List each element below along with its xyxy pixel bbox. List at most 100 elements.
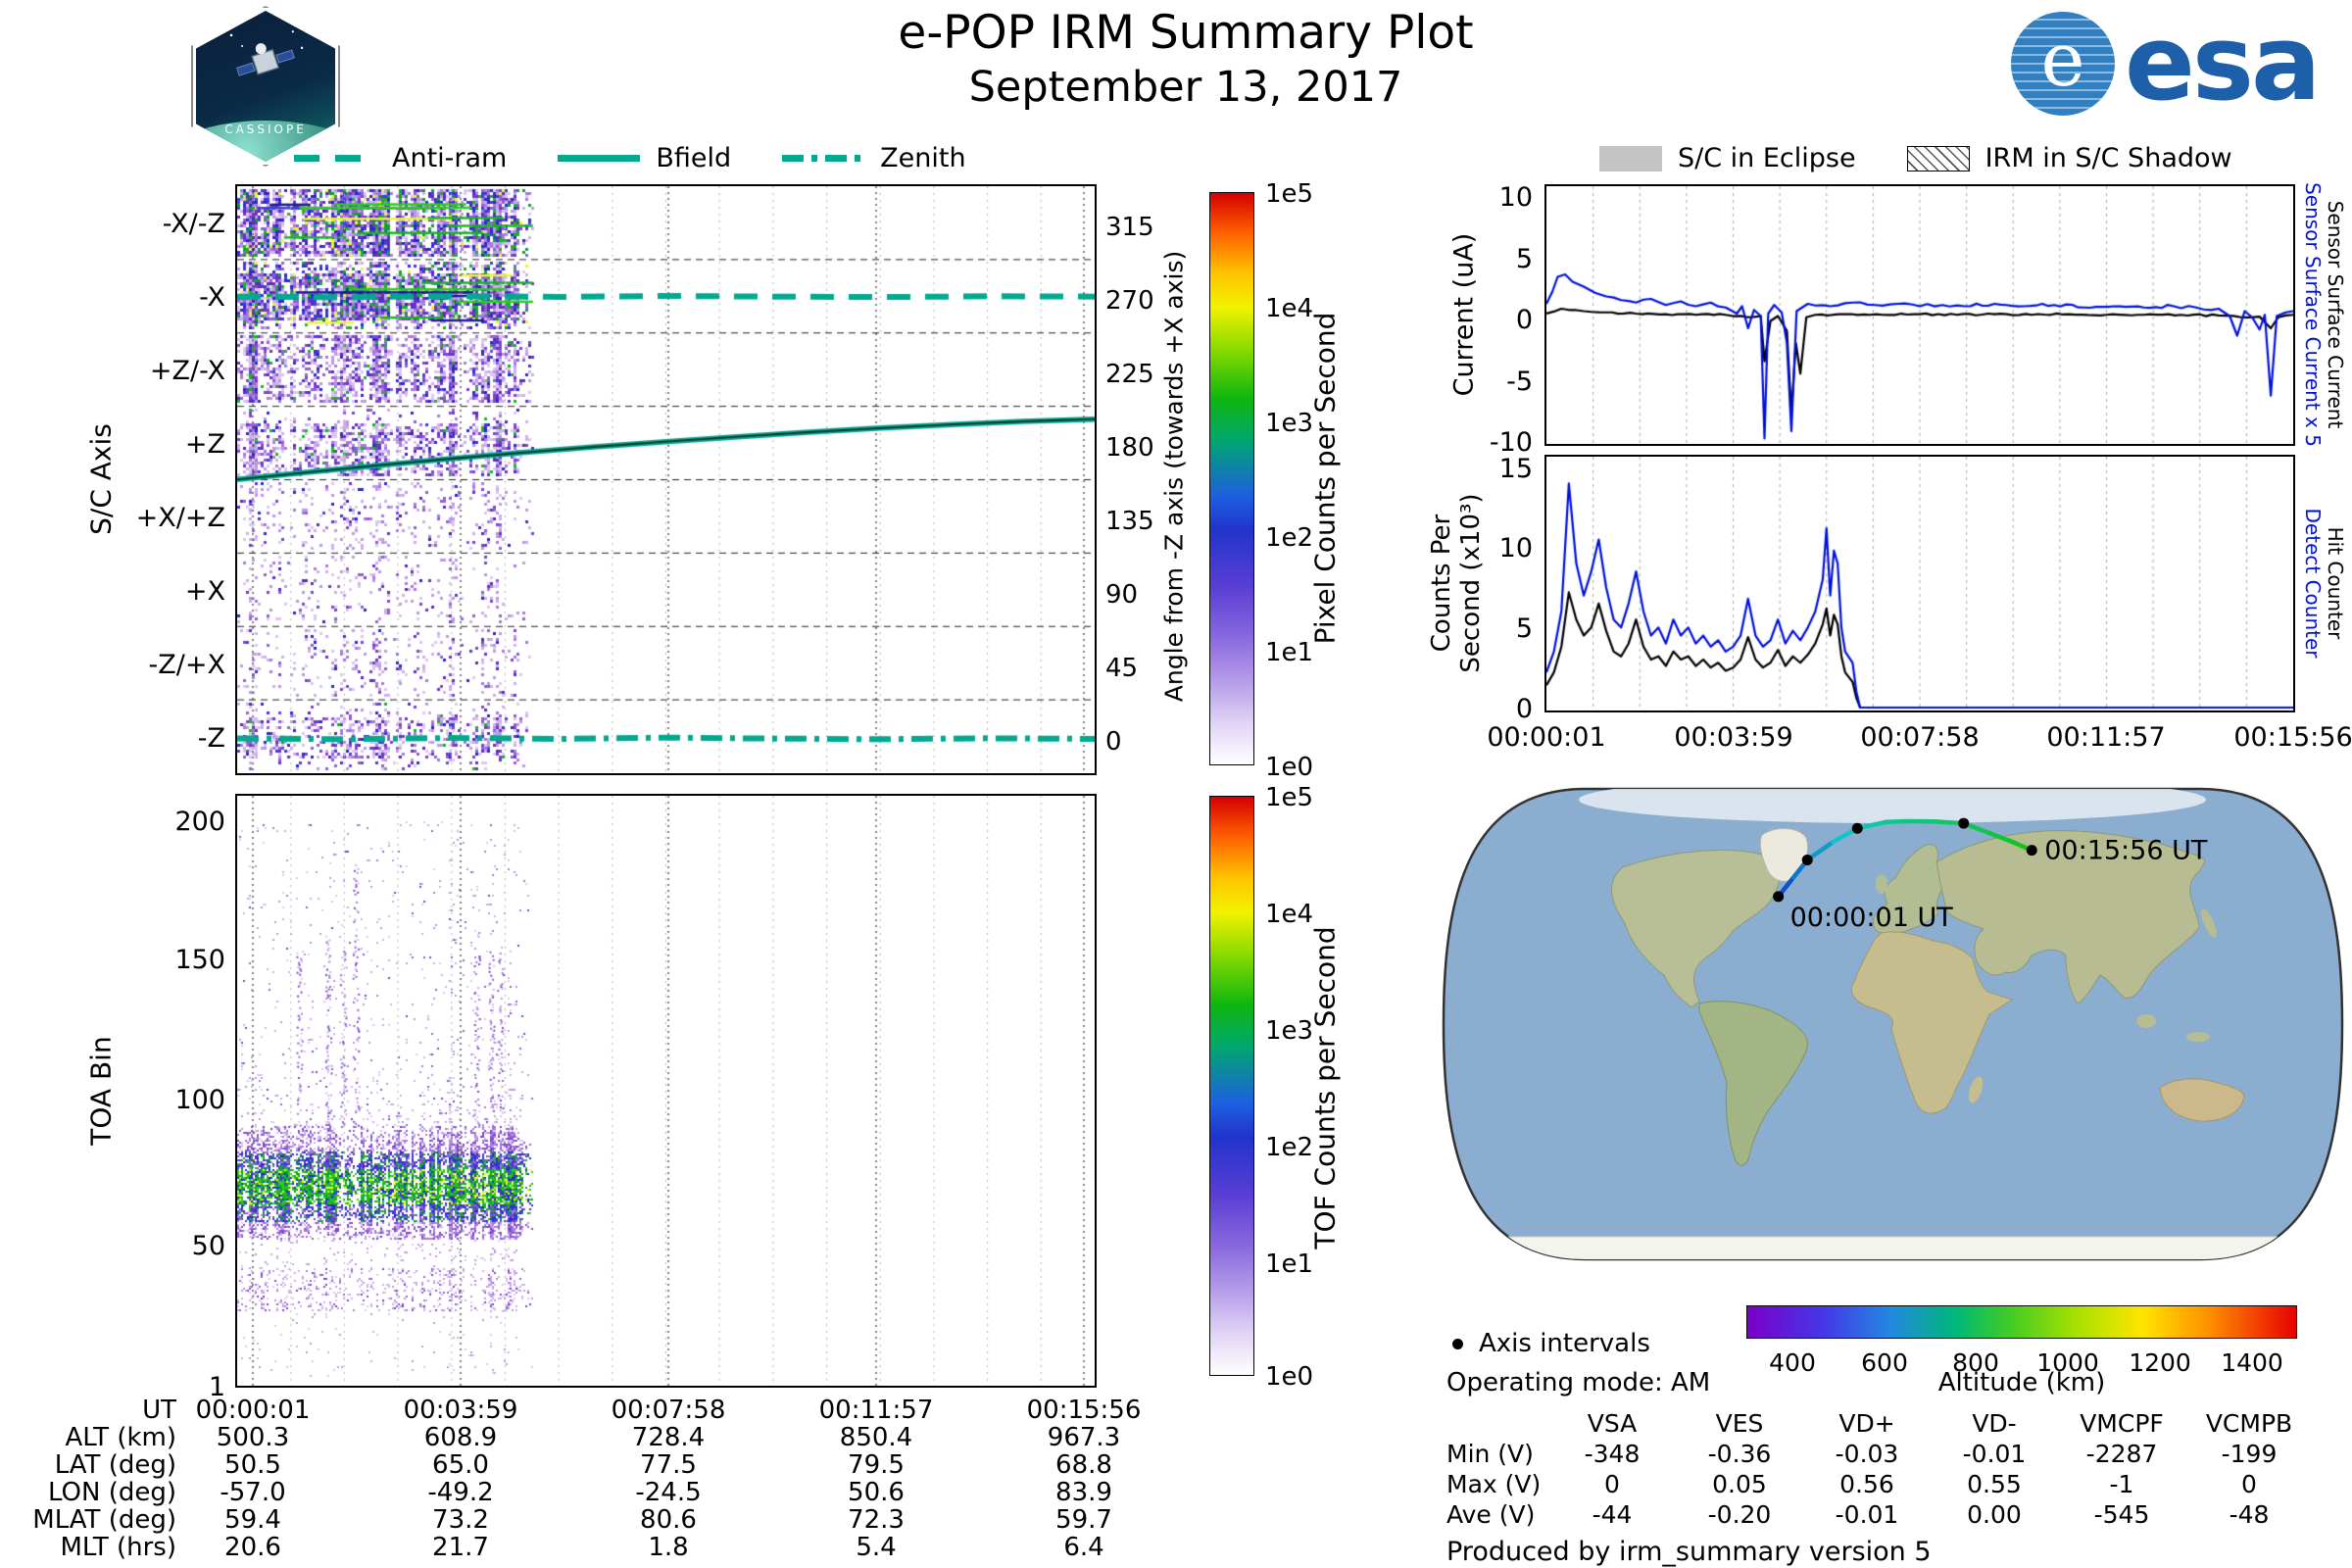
voltage-col-header: VSA [1587,1409,1638,1438]
voltage-value: 0.55 [1967,1470,2022,1498]
island-japan [2201,908,2217,938]
current-tick-label: 0 [1515,305,1533,335]
colorbar-tick-label: 1e3 [1265,409,1314,438]
voltage-value: -0.03 [1835,1440,1899,1468]
track-end-label: 00:15:56 UT [2044,836,2208,866]
ephemeris-value: 72.3 [848,1505,905,1535]
toa-tick-label: 100 [174,1085,225,1115]
ephemeris-row: MLT (hrs) 20.6 21.7 1.8 5.4 6.4 [0,1533,1245,1562]
island-newguinea [2186,1032,2210,1042]
ephemeris-value: 79.5 [848,1450,905,1480]
esa-disc-icon: e [2011,12,2115,116]
colorbar-tick-label: 1e1 [1265,1250,1314,1279]
angle-axis-label: Angle from -Z axis (towards +X axis) [1159,250,1189,703]
ephemeris-value: -57.0 [220,1478,286,1507]
eclipse-swatch-icon [1599,145,1662,172]
cassiope-logo: CASSIOPE [191,6,340,167]
ephemeris-row-label: UT [142,1396,176,1425]
voltage-value: 0.00 [1967,1500,2022,1529]
ephemeris-row: LAT (deg) 50.5 65.0 77.5 79.5 68.8 [0,1450,1245,1480]
attitude-line-legend: Anti-ram Bfield Zenith [294,143,966,173]
counts-right-label-blue: Detect Counter [2301,508,2325,659]
toa-canvas [237,796,1095,1386]
current-tick-label: -5 [1506,367,1533,397]
current-tick-label: 10 [1498,182,1533,213]
ephemeris-value: 728.4 [631,1423,706,1452]
angle-tick-label: 315 [1105,213,1154,242]
time-tick-label: 00:03:59 [1674,722,1793,753]
counts-tick-label: 5 [1515,613,1533,644]
angle-tick-label: 270 [1105,286,1154,316]
toa-tick-label: 150 [174,945,225,975]
ephemeris-value: 50.6 [848,1478,905,1507]
current-tick-label: 5 [1515,244,1533,274]
cassiope-wordmark: CASSIOPE [224,122,307,136]
colorbar-tick-label: 1e4 [1265,294,1314,323]
ephemeris-value: 608.9 [423,1423,498,1452]
ephemeris-value: 83.9 [1055,1478,1112,1507]
voltage-value: -0.01 [1835,1500,1899,1529]
ephemeris-row: UT 00:00:01 00:03:59 00:07:58 00:11:57 0… [0,1396,1245,1425]
altitude-tick-label: 1200 [2129,1348,2191,1377]
island-madagascar [1968,1076,1984,1103]
continent-australia [2159,1078,2245,1122]
ephemeris-row: LON (deg) -57.0 -49.2 -24.5 50.6 83.9 [0,1478,1245,1507]
ephemeris-value: 00:15:56 [1026,1396,1142,1425]
ephemeris-value: 20.6 [224,1533,281,1562]
ephemeris-value: 6.4 [1063,1533,1104,1562]
colorbar-tick-label: 1e0 [1265,1362,1314,1392]
ephemeris-row: ALT (km) 500.3 608.9 728.4 850.4 967.3 [0,1423,1245,1452]
voltage-col-header: VES [1715,1409,1764,1438]
sc-axis-tick-label: +Z/-X [149,356,225,386]
ephemeris-value: 73.2 [432,1505,489,1535]
plot-date: September 13, 2017 [968,63,1403,112]
sc-axis-tick-label: +Z [184,429,225,460]
time-tick-label: 00:11:57 [2046,722,2166,753]
colorbar-tick-label: 1e3 [1265,1016,1314,1046]
voltage-table: VSA VES VD+ VD- VMCPF VCMPB Min (V) -348… [1446,1409,2313,1531]
angle-tick-label: 45 [1105,654,1139,683]
ephemeris-row-label: MLAT (deg) [32,1505,176,1535]
shadow-legend: S/C in Eclipse IRM in S/C Shadow [1599,143,2232,173]
current-right-label-black: Sensor Surface Current [2324,200,2347,429]
operating-mode: Operating mode: AM [1446,1368,1711,1397]
footer-version: Produced by irm_summary version 5 [1446,1537,1932,1567]
sc-axis-tick-label: +X [184,576,225,607]
angle-tick-label: 180 [1105,433,1154,463]
toa-tick-label: 200 [174,807,225,837]
counts-ylabel-line1: Counts Per [1427,514,1456,653]
ephemeris-value: 00:00:01 [195,1396,311,1425]
tof-counts-colorbar-label: TOF Counts per Second [1308,926,1342,1250]
ephemeris-value: 59.4 [224,1505,281,1535]
track-start-label: 00:00:01 UT [1790,903,1954,933]
altitude-tick-label: 800 [1952,1348,1999,1377]
voltage-col-header: VD+ [1838,1409,1895,1438]
legend-label-bfield: Bfield [656,143,732,173]
counts-ylabel-line2: Second (x10³) [1456,493,1486,673]
angle-tick-label: 225 [1105,360,1154,389]
pixel-counts-colorbar-label: Pixel Counts per Second [1308,312,1342,645]
voltage-value: -1 [2109,1470,2134,1498]
bfield-line-sample-icon [558,155,641,162]
island-britain [1876,874,1887,894]
counts-panel [1544,455,2295,712]
plot-title: e-POP IRM Summary Plot [898,6,1474,60]
time-tick-label: 00:00:01 [1487,722,1606,753]
sc-axis-tick-label: +X/+Z [135,503,225,533]
sc-axis-tick-label: -X/-Z [162,209,225,239]
colorbar-tick-label: 1e5 [1265,179,1314,209]
voltage-row-label: Min (V) [1446,1440,1534,1468]
time-tick-label: 00:07:58 [1860,722,1980,753]
counts-tick-label: 0 [1515,694,1533,724]
ephemeris-value: 21.7 [432,1533,489,1562]
ephemeris-value: 00:07:58 [611,1396,726,1425]
ephemeris-row-label: LAT (deg) [54,1450,176,1480]
current-canvas [1546,186,2293,444]
ephemeris-value: 967.3 [1047,1423,1121,1452]
satellite-icon [229,30,304,77]
antiram-line-sample-icon [294,155,376,162]
cassiope-badge-art: CASSIOPE [196,11,335,162]
colorbar-tick-label: 1e2 [1265,523,1314,553]
counts-ylabel: Counts Per Second (x10³) [1427,493,1486,672]
